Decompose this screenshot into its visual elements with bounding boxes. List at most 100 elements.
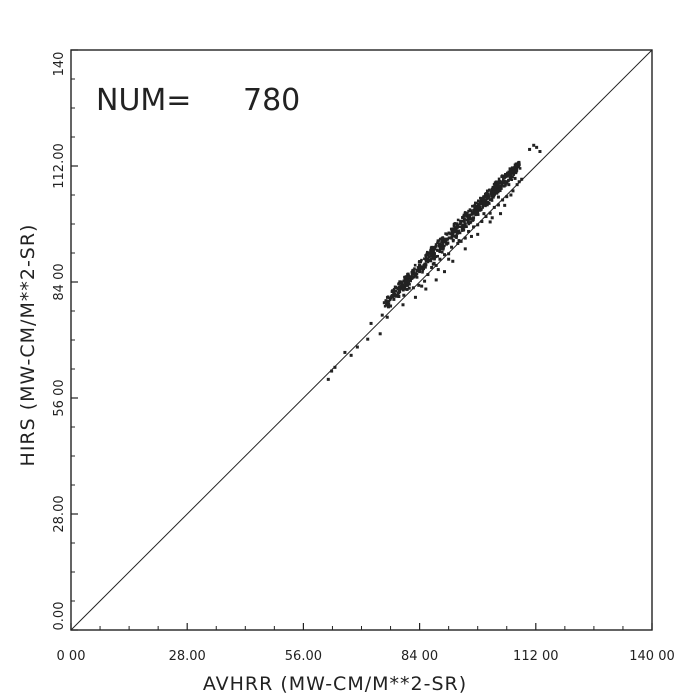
data-point [492,192,496,195]
data-point [412,275,416,279]
data-point [400,280,403,284]
data-point [485,201,489,205]
data-point [482,196,486,199]
data-point [410,271,414,274]
data-point [487,202,491,205]
data-point [426,250,429,254]
data-point [390,294,394,297]
data-point [493,183,497,187]
data-point [481,206,485,209]
data-point [517,180,521,184]
data-point [418,265,422,268]
data-point [496,203,500,207]
data-point [397,291,401,294]
data-point [505,182,509,185]
data-point [426,253,430,257]
data-point [513,166,516,169]
data-point [392,297,396,301]
data-point [403,281,407,285]
data-point [333,365,337,369]
data-point [498,189,502,193]
data-point [369,321,373,325]
data-point [385,303,388,307]
data-point [380,313,384,317]
data-point [415,272,419,276]
data-point [436,249,439,252]
data-point [479,208,483,211]
data-point [514,169,517,173]
data-point [437,244,441,248]
data-point [427,258,430,262]
data-point [405,287,409,291]
data-point [501,178,505,181]
data-point [395,295,398,298]
data-point [386,305,390,309]
data-point [467,222,471,226]
data-point [459,219,462,223]
data-point [472,225,476,229]
y-axis-ticks: 0.00 28.00 56 00 84 00 112.00 140 [52,49,78,631]
data-point [438,247,442,250]
data-point [517,160,521,164]
data-point [407,286,411,290]
data-point [450,245,454,249]
data-point [407,281,411,284]
data-point [391,290,394,293]
data-point [465,218,469,222]
x-tick-label: 28.00 [169,649,206,664]
data-point [513,176,517,180]
data-point [343,350,347,354]
y-tick-label: 0.00 [52,602,67,631]
data-point [396,295,399,298]
data-point [479,202,483,205]
data-point [418,260,421,263]
data-point [469,234,473,238]
data-point [430,245,433,249]
data-point [445,241,448,245]
data-point [458,231,462,235]
data-point [458,222,462,226]
data-point [472,218,475,222]
data-point [497,187,501,191]
data-point [459,239,463,243]
data-point [449,232,453,236]
data-point [401,303,405,307]
data-point [438,238,442,241]
data-point [470,211,474,214]
data-point [477,204,481,208]
data-point [484,195,487,199]
data-point [456,218,460,222]
data-point [484,204,487,208]
data-point [385,299,388,302]
data-point [482,201,486,204]
data-point [476,223,480,227]
data-point [494,180,498,184]
data-point [393,295,397,298]
data-point [382,301,386,305]
data-point [484,215,488,219]
data-point [509,177,513,181]
data-point [486,189,489,193]
data-point [396,293,400,297]
data-point [443,240,446,244]
data-point [426,260,429,263]
data-point [462,213,466,217]
data-point [466,216,470,219]
data-point [486,192,490,196]
data-point [476,199,480,203]
data-point [436,241,439,245]
data-point [476,208,479,212]
num-value: 780 [243,83,300,118]
data-point [434,243,438,246]
data-point [520,177,524,181]
data-point [463,223,466,227]
data-point [401,285,405,288]
data-point [443,253,446,257]
data-point [424,287,428,291]
data-point [394,293,397,297]
y-tick-label: 28.00 [52,495,67,532]
data-point [413,295,417,299]
data-point [385,296,389,299]
data-point [484,192,488,195]
